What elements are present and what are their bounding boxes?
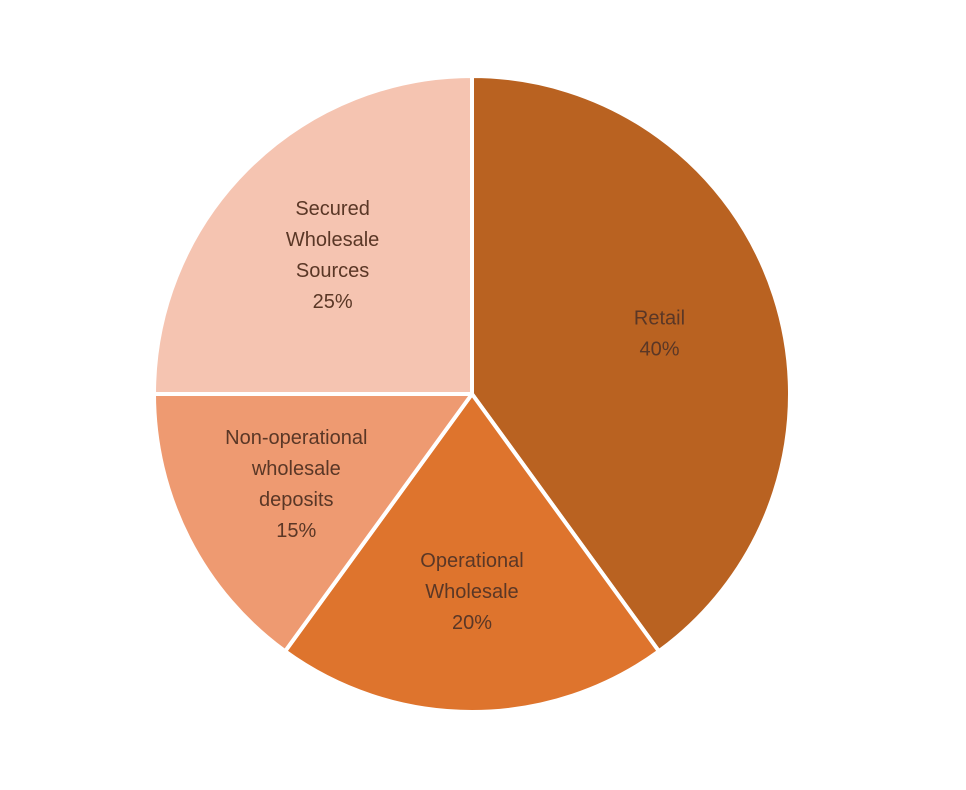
slice-label-line: Non-operational <box>225 427 367 449</box>
slice-label-line: Wholesale <box>425 581 518 603</box>
pie-slice-secured-wholesale-sources <box>152 74 474 396</box>
slice-label-line: Operational <box>420 550 523 572</box>
pie-labels: Retail 40% Operational Wholesale 20% Non-oper… <box>225 198 685 634</box>
slice-value-label: 20% <box>452 612 492 634</box>
slice-value-label: 15% <box>276 520 316 542</box>
slice-label-line: Secured <box>295 198 370 220</box>
data-label-non-operational-wholesale-deposits: Non-operational wholesale deposits 15% <box>225 427 367 542</box>
slice-label-line: Sources <box>296 260 369 282</box>
slice-label-line: Wholesale <box>286 229 379 251</box>
data-label-retail: Retail 40% <box>634 308 685 361</box>
pie-slices <box>152 74 792 714</box>
pie-slice-operational-wholesale <box>283 392 661 714</box>
pie-slice-retail <box>470 74 792 654</box>
pie-slice-non-operational-wholesale-deposits <box>152 392 474 654</box>
slice-value-label: 40% <box>639 339 679 361</box>
slice-label-line: deposits <box>259 489 334 511</box>
data-label-secured-wholesale-sources: Secured Wholesale Sources 25% <box>286 198 379 313</box>
data-label-operational-wholesale: Operational Wholesale 20% <box>420 550 523 634</box>
slice-value-label: 25% <box>313 291 353 313</box>
slice-label-line: wholesale <box>251 458 341 480</box>
slice-label-line: Retail <box>634 308 685 330</box>
